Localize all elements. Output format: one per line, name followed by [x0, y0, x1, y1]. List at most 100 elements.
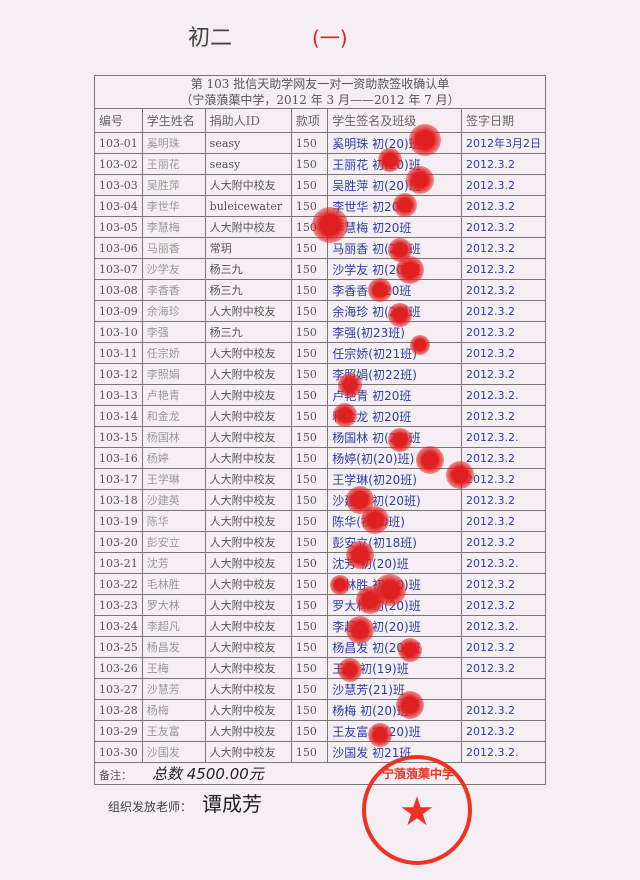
sign-date: 2012.3.2	[461, 195, 546, 217]
donor-id: 杨三九	[204, 321, 292, 343]
donor-id: 人大附中校友	[204, 216, 292, 238]
organizer-signature: 谭成芳	[202, 792, 263, 816]
row-id: 103-18	[94, 489, 143, 511]
row-id: 103-04	[94, 195, 143, 217]
table-row: 103-28 杨梅 人大附中校友 150 杨梅 初(20)班 2012.3.2	[94, 699, 546, 721]
amount: 150	[290, 636, 329, 658]
sign-date: 2012年3月2日	[461, 132, 546, 154]
row-id: 103-14	[94, 405, 143, 427]
student-name: 杨昌发	[141, 636, 206, 658]
donor-id: 人大附中校友	[204, 342, 292, 364]
sign-date: 2012.3.2	[461, 258, 546, 280]
student-name: 沙国发	[141, 741, 206, 763]
row-id: 103-16	[94, 447, 143, 469]
amount: 150	[290, 552, 329, 574]
table-row: 103-03 吴胜萍 人大附中校友 150 吴胜萍 初(20)班 2012.3.2	[94, 174, 546, 196]
fingerprint	[346, 541, 374, 569]
sign-date: 2012.3.2	[461, 468, 546, 490]
amount: 150	[290, 174, 329, 196]
student-name: 任宗娇	[141, 342, 206, 364]
amount: 150	[290, 321, 329, 343]
donor-id: 常玥	[204, 237, 292, 259]
sign-date: 2012.3.2	[461, 342, 546, 364]
table-row: 103-18 沙建英 人大附中校友 150 沙建英 初(20班) 2012.3.2	[94, 489, 546, 511]
row-id: 103-09	[94, 300, 143, 322]
amount: 150	[290, 615, 329, 637]
fingerprint	[393, 193, 417, 217]
donor-id: 人大附中校友	[204, 720, 292, 742]
sign-date: 2012.3.2	[461, 174, 546, 196]
remark-value: 总数 4500.00元	[152, 765, 264, 783]
sign-date: 2012.3.2.	[461, 552, 546, 574]
fingerprint	[312, 207, 348, 243]
donor-id: 人大附中校友	[204, 300, 292, 322]
row-id: 103-15	[94, 426, 143, 448]
amount: 150	[290, 153, 329, 175]
table-row: 103-17 王学琳 人大附中校友 150 王学琳(初20班) 2012.3.2	[94, 468, 546, 490]
student-signature: 李香香 初20班	[327, 279, 462, 301]
donor-id: 人大附中校友	[204, 573, 292, 595]
table-row: 103-27 沙慧芳 人大附中校友 150 沙慧芳(21)班	[94, 678, 546, 700]
table-row: 103-21 沈芳 人大附中校友 150 沈芳 初(20)班 2012.3.2.	[94, 552, 546, 574]
student-signature: 王友富 初(20)班	[327, 720, 462, 742]
student-name: 罗大林	[141, 594, 206, 616]
amount: 150	[290, 678, 329, 700]
stamp-text: 宁蒗蒗蕖中学	[381, 767, 454, 781]
sign-date: 2012.3.2	[461, 300, 546, 322]
sign-date: 2012.3.2	[461, 699, 546, 721]
table-row: 103-29 王友富 人大附中校友 150 王友富 初(20)班 2012.3.2	[94, 720, 546, 742]
amount: 150	[290, 468, 329, 490]
donor-id: seasy	[204, 153, 292, 175]
remark-label: 备注：	[99, 769, 132, 782]
donor-id: 人大附中校友	[204, 699, 292, 721]
row-id: 103-27	[94, 678, 143, 700]
fingerprint	[338, 373, 362, 397]
student-name: 沈芳	[141, 552, 206, 574]
amount: 150	[290, 594, 329, 616]
row-id: 103-10	[94, 321, 143, 343]
student-name: 马丽香	[141, 237, 206, 259]
fingerprint	[368, 723, 392, 747]
sign-date: 2012.3.2.	[461, 615, 546, 637]
sign-date: 2012.3.2	[461, 447, 546, 469]
sign-date: 2012.3.2	[461, 279, 546, 301]
amount: 150	[290, 489, 329, 511]
donor-id: 人大附中校友	[204, 531, 292, 553]
row-id: 103-06	[94, 237, 143, 259]
donor-id: 人大附中校友	[204, 636, 292, 658]
table-row: 103-02 王丽花 seasy 150 王丽花 初(20)班 2012.3.2	[94, 153, 546, 175]
amount: 150	[290, 300, 329, 322]
sign-date: 2012.3.2	[461, 405, 546, 427]
fingerprint	[346, 616, 374, 644]
row-id: 103-19	[94, 510, 143, 532]
student-name: 卢艳青	[141, 384, 206, 406]
student-name: 陈华	[141, 510, 206, 532]
amount: 150	[290, 426, 329, 448]
donor-id: 人大附中校友	[204, 741, 292, 763]
table-title: 第 103 批信天助学网友一对一资助款签收确认单 （宁蒗蒗蕖中学，2012 年 3…	[94, 75, 546, 109]
sign-date: 2012.3.2	[461, 363, 546, 385]
donor-id: 人大附中校友	[204, 363, 292, 385]
row-id: 103-20	[94, 531, 143, 553]
row-id: 103-11	[94, 342, 143, 364]
row-id: 103-25	[94, 636, 143, 658]
donor-id: 人大附中校友	[204, 594, 292, 616]
sign-date	[461, 678, 546, 700]
amount: 150	[290, 363, 329, 385]
table-row: 103-12 李照娟 人大附中校友 150 李照娟(初22班) 2012.3.2	[94, 363, 546, 385]
col-signature: 学生签名及班级	[327, 108, 462, 133]
sign-date: 2012.3.2	[461, 510, 546, 532]
row-id: 103-21	[94, 552, 143, 574]
table-row: 103-09 余海珍 人大附中校友 150 余海珍 初(20)班 2012.3.2	[94, 300, 546, 322]
header-row: 编号 学生姓名 捐助人ID 款项 学生签名及班级 签字日期	[94, 108, 546, 133]
amount: 150	[290, 384, 329, 406]
student-name: 彭安立	[141, 531, 206, 553]
remark: 备注： 总数 4500.00元	[94, 762, 546, 785]
table-row: 103-10 李强 杨三九 150 李强(初23班) 2012.3.2	[94, 321, 546, 343]
sign-date: 2012.3.2	[461, 657, 546, 679]
student-name: 李强	[141, 321, 206, 343]
sign-date: 2012.3.2	[461, 321, 546, 343]
student-name: 毛林胜	[141, 573, 206, 595]
row-id: 103-29	[94, 720, 143, 742]
